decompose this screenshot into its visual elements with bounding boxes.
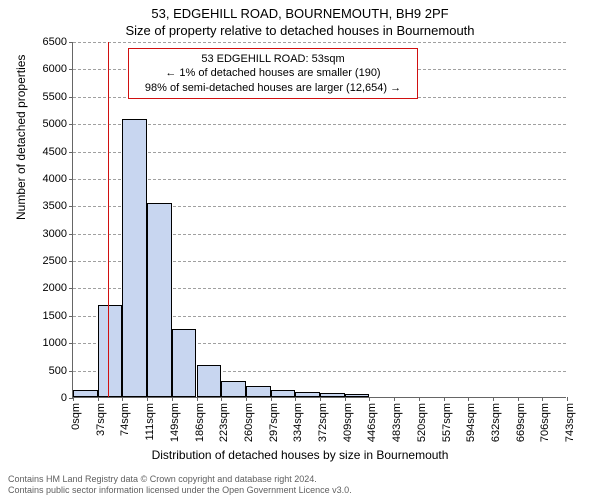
xtick-label: 669sqm [515,403,527,442]
property-marker-line [108,42,109,397]
histogram-bar [197,365,222,397]
ytick-label: 4500 [43,146,73,158]
xtick-label: 743sqm [564,403,576,442]
xtick-mark [295,397,296,401]
ytick-label: 1000 [43,337,73,349]
annotation-line: 53 EDGEHILL ROAD: 53sqm [135,52,411,66]
xtick-mark [444,397,445,401]
xtick-mark [271,397,272,401]
xtick-mark [98,397,99,401]
xtick-label: 483sqm [391,403,403,442]
xtick-mark [493,397,494,401]
xtick-label: 186sqm [194,403,206,442]
histogram-bar [295,392,320,397]
histogram-bar [320,393,345,397]
xtick-mark [542,397,543,401]
annotation-box: 53 EDGEHILL ROAD: 53sqm← 1% of detached … [128,48,418,99]
xtick-mark [468,397,469,401]
gridline [73,42,566,43]
histogram-bar [147,203,172,397]
plot-area: 0500100015002000250030003500400045005000… [72,42,566,398]
footer-line-2: Contains public sector information licen… [8,485,352,496]
ytick-label: 4000 [43,173,73,185]
xtick-mark [369,397,370,401]
footer-attribution: Contains HM Land Registry data © Crown c… [8,474,352,497]
ytick-label: 2500 [43,255,73,267]
xtick-label: 520sqm [416,403,428,442]
ytick-label: 5000 [43,118,73,130]
histogram-bar [345,394,370,397]
histogram-bar [73,390,98,397]
xtick-label: 74sqm [119,403,131,436]
xtick-label: 446sqm [366,403,378,442]
xtick-label: 37sqm [95,403,107,436]
xtick-mark [197,397,198,401]
xtick-label: 557sqm [441,403,453,442]
xtick-mark [73,397,74,401]
ytick-label: 3500 [43,200,73,212]
xtick-mark [122,397,123,401]
x-axis-label: Distribution of detached houses by size … [0,448,600,462]
xtick-mark [419,397,420,401]
histogram-bar [246,386,271,397]
xtick-label: 149sqm [169,403,181,442]
xtick-mark [172,397,173,401]
chart-title-address: 53, EDGEHILL ROAD, BOURNEMOUTH, BH9 2PF [0,0,600,21]
ytick-label: 3000 [43,228,73,240]
xtick-label: 334sqm [292,403,304,442]
histogram-bar [98,305,123,397]
xtick-mark [518,397,519,401]
xtick-label: 0sqm [70,403,82,430]
y-axis-label: Number of detached properties [14,55,28,220]
xtick-mark [345,397,346,401]
annotation-line: ← 1% of detached houses are smaller (190… [135,66,411,80]
xtick-mark [147,397,148,401]
xtick-label: 632sqm [490,403,502,442]
ytick-label: 1500 [43,310,73,322]
chart-subtitle: Size of property relative to detached ho… [0,21,600,38]
xtick-mark [246,397,247,401]
xtick-mark [567,397,568,401]
xtick-label: 297sqm [268,403,280,442]
xtick-label: 111sqm [144,403,156,441]
xtick-label: 594sqm [465,403,477,442]
xtick-label: 409sqm [342,403,354,442]
annotation-line: 98% of semi-detached houses are larger (… [135,81,411,95]
histogram-bar [172,329,197,397]
histogram-bar [271,390,296,397]
xtick-label: 260sqm [243,403,255,442]
xtick-label: 372sqm [317,403,329,442]
ytick-label: 5500 [43,91,73,103]
xtick-mark [320,397,321,401]
xtick-label: 223sqm [218,403,230,442]
histogram-bar [122,119,147,397]
xtick-mark [221,397,222,401]
ytick-label: 6500 [43,36,73,48]
ytick-label: 2000 [43,282,73,294]
footer-line-1: Contains HM Land Registry data © Crown c… [8,474,352,485]
ytick-label: 500 [49,365,73,377]
histogram-bar [221,381,246,397]
xtick-label: 706sqm [539,403,551,442]
ytick-label: 6000 [43,63,73,75]
chart-container: 53, EDGEHILL ROAD, BOURNEMOUTH, BH9 2PF … [0,0,600,500]
xtick-mark [394,397,395,401]
